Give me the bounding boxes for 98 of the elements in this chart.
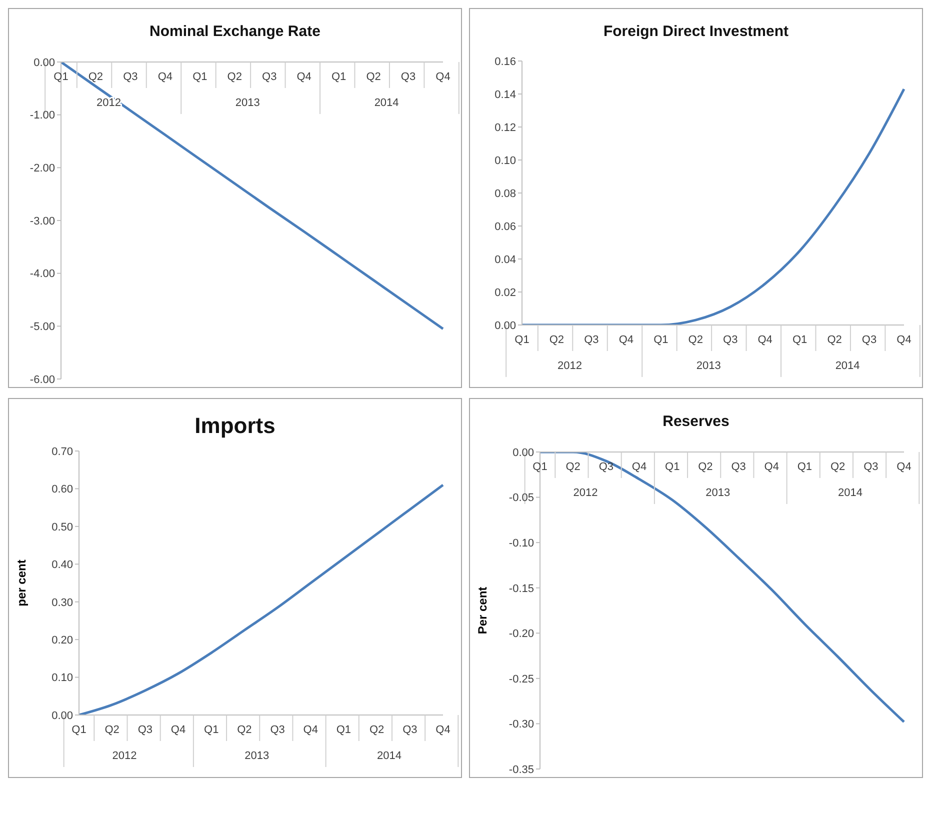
x-tick-label: Q3 — [598, 461, 614, 473]
y-tick-label: 0.08 — [494, 188, 516, 200]
y-tick-label: 0.10 — [52, 672, 73, 684]
y-axis-title: Per cent — [475, 586, 490, 634]
x-tick-label: Q1 — [514, 334, 530, 346]
x-tick-label: Q1 — [532, 461, 548, 473]
text: 2014 — [376, 750, 402, 762]
x-tick-label: Q2 — [688, 334, 703, 346]
annotation: 2012 — [96, 97, 121, 109]
x-tick-label: Q2 — [227, 71, 242, 83]
y-tick-label: -6.00 — [30, 374, 55, 386]
x-tick-label: Q2 — [698, 461, 713, 473]
x-tick-label: Q4 — [158, 71, 173, 83]
y-tick-label: 0.60 — [52, 484, 73, 496]
x-tick-label: Q4 — [436, 724, 450, 736]
y-tick-label: -0.35 — [508, 764, 534, 776]
x-tick-label: Q2 — [88, 71, 104, 83]
annotation: 2013 — [235, 97, 260, 109]
y-tick-label: -0.25 — [508, 673, 534, 686]
x-tick-label: Q2 — [566, 461, 580, 473]
y-tick-label: 0.16 — [494, 56, 516, 68]
x-tick-label: Q3 — [731, 461, 746, 473]
x-tick-label: Q4 — [896, 461, 912, 473]
x-tick-label: Q3 — [138, 724, 153, 736]
x-tick-label: Q2 — [237, 724, 252, 736]
x-tick-label: Q1 — [792, 334, 808, 346]
x-tick-label: Q3 — [270, 724, 285, 736]
y-tick-label: 0.40 — [52, 559, 73, 572]
x-tick-label: Q4 — [296, 71, 312, 83]
x-tick-label: Q4 — [303, 724, 318, 736]
text: 2012 — [558, 360, 582, 372]
x-tick-label: Q3 — [262, 71, 277, 83]
x-tick-label: Q3 — [402, 724, 418, 736]
chart-title: Imports — [194, 412, 276, 440]
y-tick-label: 0.00 — [34, 56, 55, 69]
chart-title: Foreign Direct Investment — [602, 22, 790, 42]
y-tick-label: 0.70 — [52, 446, 73, 458]
y-tick-label: 0.50 — [52, 521, 73, 534]
y-tick-label: -4.00 — [30, 268, 55, 280]
x-tick-label: Q1 — [336, 724, 352, 736]
x-tick-label: Q2 — [104, 724, 120, 736]
text: 2014 — [835, 360, 860, 372]
y-tick-label: 0.06 — [494, 220, 516, 233]
x-tick-label: Q3 — [400, 71, 416, 83]
x-tick-label: Q1 — [797, 461, 812, 473]
text: 2012 — [112, 750, 137, 762]
y-tick-label: 0.04 — [494, 254, 516, 266]
x-tick-label: Q2 — [369, 724, 384, 736]
x-tick-label: Q2 — [549, 334, 564, 346]
y-tick-label: -0.10 — [508, 537, 534, 550]
y-tick-label: -2.00 — [30, 162, 55, 175]
annotation: 2012 — [573, 487, 598, 499]
x-tick-label: Q4 — [618, 334, 634, 346]
x-tick-label: Q1 — [665, 461, 680, 473]
x-tick-label: Q1 — [54, 71, 68, 83]
y-axis-title: per cent — [14, 560, 28, 606]
x-tick-label: Q1 — [331, 71, 346, 83]
y-tick-label: -0.05 — [508, 492, 534, 504]
chart-title: Nominal Exchange Rate — [148, 22, 322, 42]
x-tick-label: Q2 — [827, 334, 842, 346]
x-tick-label: Q1 — [72, 724, 86, 736]
x-tick-label: Q2 — [366, 71, 381, 83]
y-tick-label: -0.15 — [508, 582, 534, 595]
x-tick-label: Q3 — [862, 334, 877, 346]
annotation: 2013 — [706, 487, 730, 499]
x-tick-label: Q3 — [864, 461, 878, 473]
y-tick-label: 0.20 — [52, 634, 73, 646]
y-tick-label: 0.10 — [494, 154, 516, 167]
y-tick-label: -3.00 — [30, 215, 55, 228]
x-tick-label: Q4 — [896, 334, 912, 346]
x-tick-label: Q4 — [758, 334, 772, 346]
chart-title: Reserves — [662, 412, 730, 432]
x-tick-label: Q2 — [830, 461, 846, 473]
y-tick-label: 0.02 — [494, 286, 516, 299]
y-tick-label: 0.00 — [512, 446, 534, 459]
y-tick-label: 0.30 — [52, 596, 73, 609]
y-tick-label: 0.00 — [52, 710, 73, 722]
annotation: 2014 — [838, 487, 862, 499]
x-tick-label: Q3 — [584, 334, 599, 346]
y-tick-label: -5.00 — [30, 321, 55, 334]
y-tick-label: 0.14 — [494, 88, 516, 101]
y-tick-label: 0.12 — [494, 122, 516, 134]
x-tick-label: Q4 — [170, 724, 186, 736]
x-tick-label: Q1 — [204, 724, 219, 736]
x-tick-label: Q1 — [654, 334, 668, 346]
x-tick-label: Q4 — [632, 461, 647, 473]
y-tick-label: -1.00 — [30, 110, 55, 122]
x-tick-label: Q3 — [123, 71, 138, 83]
x-tick-label: Q1 — [192, 71, 208, 83]
text: 2013 — [244, 750, 270, 762]
y-tick-label: -0.20 — [508, 628, 534, 640]
annotation: 2014 — [374, 97, 399, 109]
text: 2013 — [696, 360, 721, 372]
x-tick-label: Q4 — [436, 71, 450, 83]
x-tick-label: Q3 — [723, 334, 738, 346]
y-tick-label: 0.00 — [494, 320, 516, 332]
y-tick-label: -0.30 — [508, 718, 534, 731]
x-tick-label: Q4 — [764, 461, 779, 473]
